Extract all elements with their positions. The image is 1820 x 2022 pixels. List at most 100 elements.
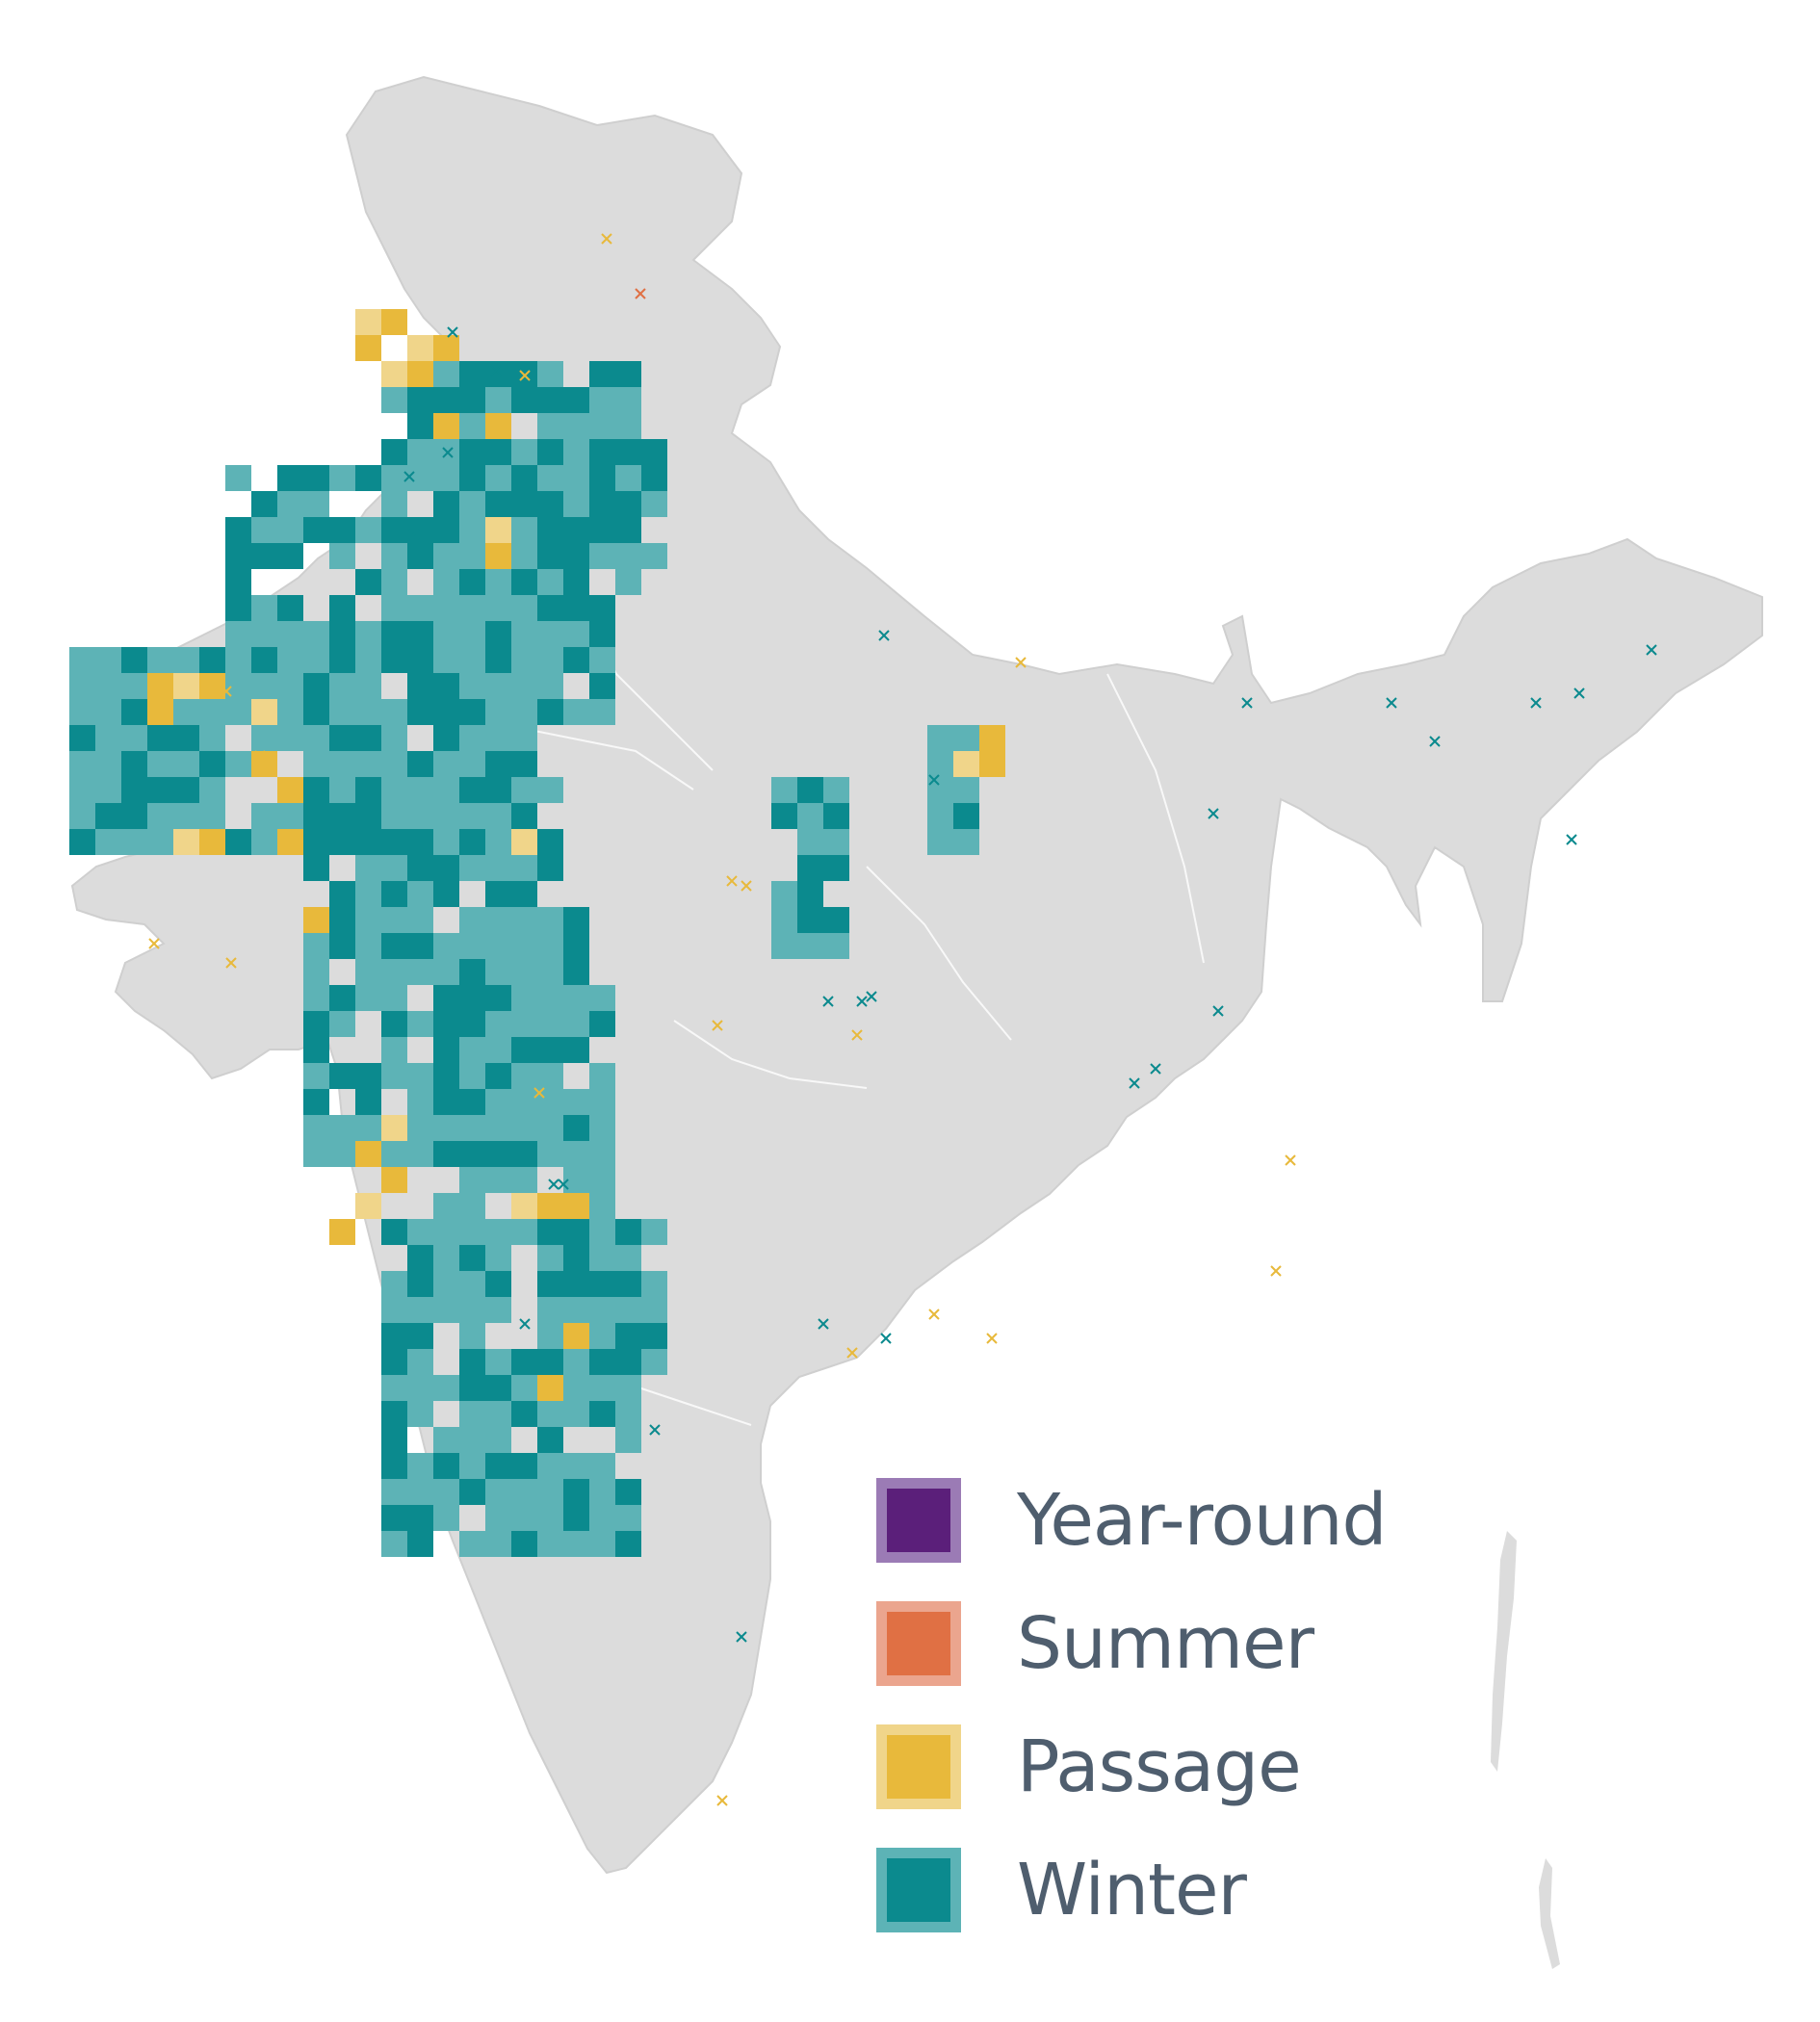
winter-cell bbox=[225, 699, 251, 725]
winter-cell bbox=[589, 1245, 615, 1271]
winter-cell bbox=[329, 1115, 355, 1141]
winter-cell bbox=[615, 491, 641, 517]
winter-cell bbox=[459, 751, 485, 777]
winter-cell bbox=[303, 517, 329, 543]
winter-cell bbox=[485, 621, 511, 647]
winter-cell bbox=[355, 725, 381, 751]
legend-label-passage: Passage bbox=[1017, 1725, 1302, 1808]
winter-cell bbox=[537, 933, 563, 959]
winter-cell bbox=[173, 751, 199, 777]
winter-cell bbox=[615, 1479, 641, 1505]
winter-cell bbox=[459, 1167, 485, 1193]
winter-cell bbox=[433, 725, 459, 751]
winter-cell bbox=[797, 803, 823, 829]
legend-item-winter: Winter bbox=[876, 1828, 1454, 1952]
winter-cell bbox=[199, 647, 225, 673]
winter-cell bbox=[329, 465, 355, 491]
winter-cell bbox=[641, 1271, 667, 1297]
winter-cell bbox=[381, 933, 407, 959]
winter-cell bbox=[433, 1479, 459, 1505]
winter-cell bbox=[771, 907, 797, 933]
winter-cell bbox=[797, 881, 823, 907]
winter-cell bbox=[459, 491, 485, 517]
winter-cell bbox=[511, 1531, 537, 1557]
winter-cell bbox=[329, 933, 355, 959]
winter-cell bbox=[199, 751, 225, 777]
winter-cell bbox=[589, 1167, 615, 1193]
winter-cell bbox=[771, 881, 797, 907]
passage-cell bbox=[381, 1115, 407, 1141]
winter-cell bbox=[537, 1297, 563, 1323]
winter-cell bbox=[303, 621, 329, 647]
winter-cell bbox=[459, 725, 485, 751]
winter-cell bbox=[485, 725, 511, 751]
passage-cell bbox=[251, 751, 277, 777]
passage-cell bbox=[199, 673, 225, 699]
winter-cell bbox=[537, 1089, 563, 1115]
winter-cell bbox=[589, 1089, 615, 1115]
winter-cell bbox=[381, 569, 407, 595]
winter-cell bbox=[303, 855, 329, 881]
winter-cell bbox=[537, 1323, 563, 1349]
winter-cell bbox=[329, 1011, 355, 1037]
passage-cell bbox=[381, 1167, 407, 1193]
occurrence-marker bbox=[601, 233, 612, 245]
winter-cell bbox=[459, 777, 485, 803]
winter-cell bbox=[433, 881, 459, 907]
winter-cell bbox=[459, 829, 485, 855]
winter-cell bbox=[485, 959, 511, 985]
winter-cell bbox=[511, 569, 537, 595]
winter-cell bbox=[407, 647, 433, 673]
winter-cell bbox=[563, 1115, 589, 1141]
winter-cell bbox=[121, 725, 147, 751]
winter-cell bbox=[69, 725, 95, 751]
winter-cell bbox=[459, 1479, 485, 1505]
winter-cell bbox=[459, 1089, 485, 1115]
winter-cell bbox=[589, 673, 615, 699]
winter-cell bbox=[485, 439, 511, 465]
winter-cell bbox=[407, 1063, 433, 1089]
winter-cell bbox=[381, 829, 407, 855]
winter-cell bbox=[95, 725, 121, 751]
winter-cell bbox=[173, 777, 199, 803]
winter-cell bbox=[537, 621, 563, 647]
winter-cell bbox=[381, 1271, 407, 1297]
winter-cell bbox=[407, 621, 433, 647]
winter-cell bbox=[589, 413, 615, 439]
occurrence-marker bbox=[1150, 1063, 1161, 1075]
winter-cell bbox=[147, 725, 173, 751]
winter-cell bbox=[537, 1063, 563, 1089]
winter-cell bbox=[381, 1141, 407, 1167]
winter-cell bbox=[537, 1453, 563, 1479]
occurrence-marker bbox=[928, 1309, 940, 1320]
occurrence-marker bbox=[1429, 736, 1441, 747]
winter-cell bbox=[121, 829, 147, 855]
winter-cell bbox=[381, 1063, 407, 1089]
winter-cell bbox=[537, 543, 563, 569]
winter-cell bbox=[563, 1037, 589, 1063]
winter-cell bbox=[433, 699, 459, 725]
winter-cell bbox=[589, 699, 615, 725]
occurrence-marker bbox=[548, 1179, 559, 1190]
winter-cell bbox=[615, 1505, 641, 1531]
winter-cell bbox=[589, 439, 615, 465]
winter-cell bbox=[511, 387, 537, 413]
winter-cell bbox=[459, 907, 485, 933]
winter-cell bbox=[459, 985, 485, 1011]
winter-cell bbox=[641, 491, 667, 517]
winter-cell bbox=[329, 595, 355, 621]
winter-cell bbox=[511, 1063, 537, 1089]
winter-cell bbox=[407, 1271, 433, 1297]
winter-cell bbox=[537, 699, 563, 725]
winter-cell bbox=[381, 439, 407, 465]
winter-cell bbox=[485, 1479, 511, 1505]
winter-cell bbox=[433, 1193, 459, 1219]
passage-cell bbox=[537, 1375, 563, 1401]
legend-swatch-summer bbox=[876, 1601, 961, 1686]
winter-cell bbox=[303, 465, 329, 491]
winter-cell bbox=[355, 621, 381, 647]
winter-cell bbox=[277, 725, 303, 751]
passage-cell bbox=[485, 413, 511, 439]
winter-cell bbox=[303, 647, 329, 673]
winter-cell bbox=[485, 699, 511, 725]
